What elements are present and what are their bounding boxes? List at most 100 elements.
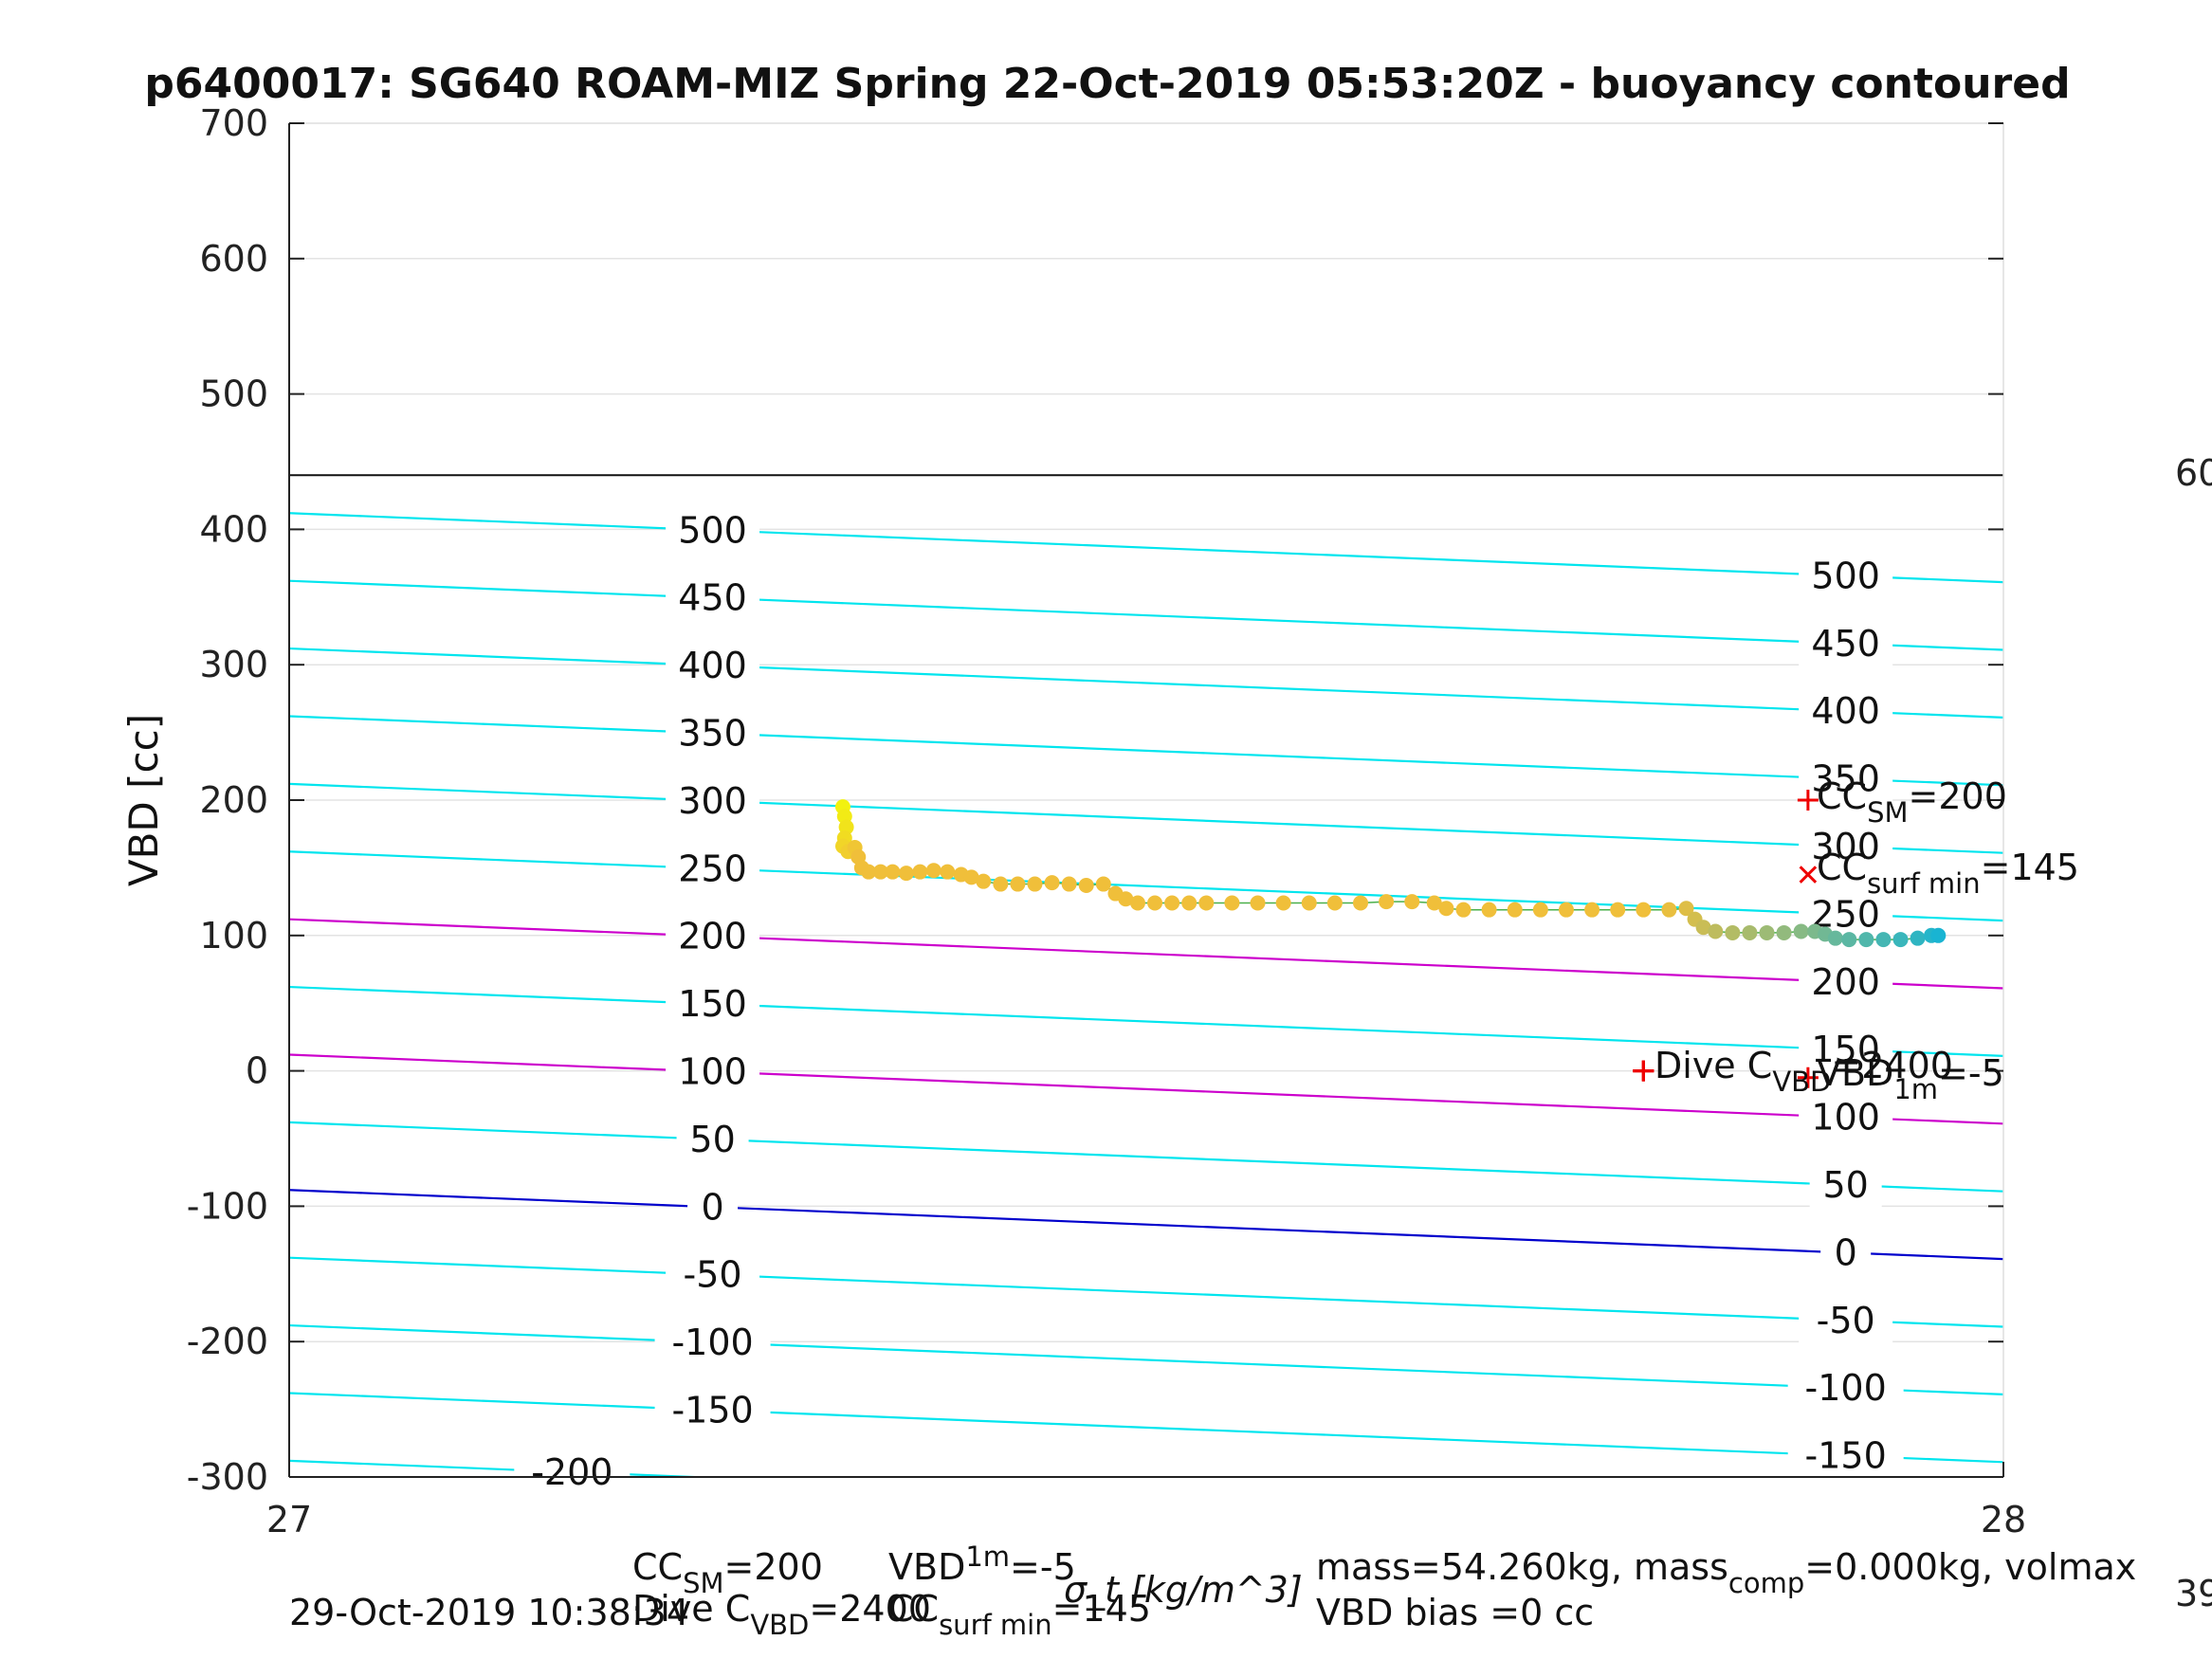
data-point-43: [1455, 902, 1472, 918]
chart-title: p6400017: SG640 ROAM-MIZ Spring 22-Oct-2…: [144, 60, 2070, 108]
contour-label-left-250: 250: [678, 848, 747, 889]
data-point-59: [1776, 924, 1792, 940]
contour-label-right-0: 0: [1835, 1231, 1857, 1273]
contour-line-0: [289, 1189, 2003, 1261]
footer-vbd-bias: VBD bias =0 cc: [1316, 1592, 1594, 1633]
data-point-40: [1404, 894, 1420, 910]
contour-label-left--200: -200: [531, 1451, 612, 1493]
data-point-42: [1438, 901, 1454, 917]
contour-label-gap-left-400: [666, 643, 760, 689]
data-point-39: [1379, 894, 1395, 910]
footer-vbd-1m: VBD1m=-5: [888, 1540, 1076, 1588]
data-point-35: [1275, 895, 1291, 911]
y-tick-label-2: -100: [187, 1185, 268, 1227]
contour-label-right--100: -100: [1805, 1367, 1887, 1409]
contour-label-right-400: 400: [1811, 690, 1880, 732]
contour-label-right-450: 450: [1811, 623, 1880, 665]
contour-label-left--100: -100: [671, 1322, 753, 1363]
contour-label-right-500: 500: [1811, 555, 1880, 596]
contour-label-gap-right-0: [1820, 1230, 1872, 1276]
data-point-10: [872, 864, 888, 880]
contour-label-gap-right-200: [1799, 958, 1893, 1005]
x-axis-ticks: 27 28: [266, 1462, 2026, 1540]
contour-label-left-450: 450: [678, 577, 747, 619]
contour-label-gap-right-50: [1809, 1161, 1882, 1208]
data-point-29: [1147, 895, 1163, 911]
data-point-23: [1061, 876, 1077, 892]
y-tick-label-1: -200: [187, 1321, 268, 1362]
contour-label-gap-left-0: [687, 1184, 739, 1231]
contour-line-200: [289, 918, 2003, 990]
data-point-58: [1759, 924, 1775, 940]
data-point-32: [1198, 895, 1215, 911]
contour-label-gap-right--100: [1787, 1365, 1904, 1412]
contour-line-500: [289, 512, 2003, 584]
contour-label-gap-left-450: [666, 574, 760, 621]
marker-stroke-b-5: [1799, 866, 1818, 884]
data-point-27: [1118, 891, 1134, 907]
contour-label-left-0: 0: [701, 1186, 723, 1228]
data-point-38: [1353, 895, 1368, 911]
contour-line-400: [289, 647, 2003, 719]
cc-surf-min-annotation: CCsurf min=145: [1817, 847, 2079, 900]
footer-cc-sm: CCSM=200: [632, 1546, 823, 1599]
data-point-50: [1636, 902, 1652, 918]
data-point-41: [1426, 895, 1442, 911]
data-point-54: [1695, 920, 1711, 936]
data-point-45: [1507, 902, 1523, 918]
data-point-11: [885, 864, 901, 880]
y-tick-label-3: 0: [246, 1050, 268, 1092]
contour-label-left-350: 350: [678, 712, 747, 754]
contour-label-right--50: -50: [1817, 1300, 1875, 1341]
data-point-64: [1841, 932, 1857, 948]
footer-dive-c: Dive CVBD=2400: [632, 1588, 931, 1641]
data-point-33: [1224, 895, 1240, 911]
footer-cc-surf-min: CCsurf min=145: [888, 1588, 1151, 1641]
contour-label-gap-left-100: [666, 1048, 760, 1095]
right-edge-label-bottom: 39: [2175, 1573, 2212, 1614]
data-point-9: [861, 864, 877, 880]
contour-label-gap-left-200: [666, 913, 760, 959]
contour-label-left-500: 500: [678, 509, 747, 551]
data-point-13: [912, 864, 928, 880]
data-point-22: [1044, 875, 1060, 891]
data-series: [834, 799, 1947, 948]
contour-label-gap-right--150: [1787, 1432, 1904, 1479]
contour-label-left--50: -50: [684, 1254, 742, 1296]
data-point-49: [1610, 902, 1626, 918]
contour-label-left--150: -150: [671, 1389, 753, 1431]
y-tick-label-4: 100: [199, 915, 268, 957]
gridlines: [289, 258, 2003, 1342]
contour-label-gap-right-100: [1799, 1094, 1893, 1140]
contour-label-gap-right-450: [1799, 620, 1893, 666]
contour-line-150: [289, 985, 2003, 1057]
data-point-68: [1910, 930, 1926, 946]
contour-label-gap-left-150: [666, 981, 760, 1028]
data-point-17: [963, 869, 979, 885]
footer-mass: mass=54.260kg, masscomp=0.000kg, volmax: [1316, 1546, 2136, 1599]
x-tick-label-1: 28: [1981, 1499, 2026, 1540]
data-point-44: [1481, 902, 1497, 918]
marker-x-5: [1799, 866, 1818, 884]
data-point-37: [1326, 895, 1343, 911]
vbd-1m-annotation: VBD1m=-5: [1817, 1052, 2004, 1105]
data-point-57: [1742, 924, 1758, 940]
contour-label-gap-left--50: [666, 1251, 760, 1298]
contour-label-gap-left--100: [654, 1320, 771, 1366]
contour-line-50: [289, 1121, 2003, 1193]
data-point-24: [1078, 877, 1094, 893]
y-tick-label-9: 600: [199, 238, 268, 280]
marker-plus-4: [1797, 790, 1819, 811]
data-point-56: [1725, 924, 1741, 940]
contour-label-left-100: 100: [678, 1050, 747, 1092]
contour-label-gap-left-300: [666, 777, 760, 824]
contour-label-left-200: 200: [678, 916, 747, 957]
contour-label-gap-left-500: [666, 507, 760, 554]
contour-label-right-150: 150: [1811, 1029, 1880, 1070]
contour-label-gap-left--200: [514, 1449, 631, 1495]
contour-label-right-300: 300: [1811, 826, 1880, 867]
data-point-66: [1875, 932, 1892, 948]
y-tick-label-0: -300: [187, 1456, 268, 1498]
contour-label-right-100: 100: [1811, 1097, 1880, 1139]
